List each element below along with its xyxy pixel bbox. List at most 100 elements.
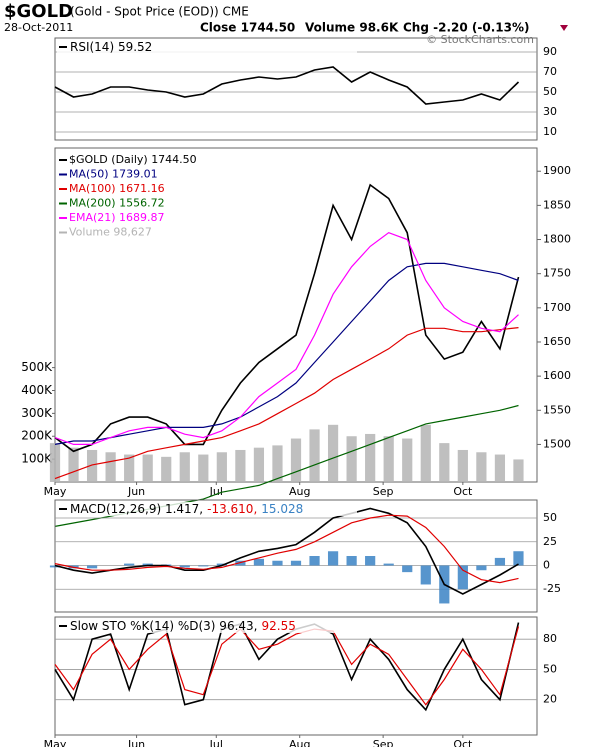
y-tick-label: 90 [543,45,557,58]
legend-entry: Slow STO %K(14) %D(3) 96.43, [70,619,257,633]
close: Close 1744.50 [200,21,295,35]
change: Chg -2.20 (-0.13%) [403,21,529,35]
instrument-name: (Gold - Spot Price (EOD)) CME [70,5,249,19]
bar [420,424,431,482]
bar [365,433,376,482]
down-arrow [560,25,568,31]
bar [198,454,209,482]
y-tick-label: 50 [543,511,557,524]
bar [179,565,190,568]
y2-tick-label: 100K [21,452,53,466]
x-tick-label: Sep [373,485,394,498]
y2-tick-label: 500K [21,360,53,374]
panel-frame [54,616,538,736]
bar [309,556,320,566]
bar [142,454,153,482]
bar [494,557,506,566]
bar [476,565,487,571]
bar [476,452,487,482]
x-tick-label: Jul [209,485,223,498]
y-tick-label: 10 [543,125,557,138]
bar [327,551,339,566]
bar [457,565,468,590]
series-line [54,622,520,712]
legend-entry: RSI(14) 59.52 [70,40,152,54]
y-tick-label: 70 [543,65,557,78]
legend-background [57,40,357,54]
series-line [54,183,520,453]
panel-frame [54,37,538,141]
y-tick-label: 25 [543,535,557,548]
series-line [54,507,519,595]
legend-entry: 15.028 [261,502,303,516]
bar [402,565,413,573]
y2-tick-label: 200K [21,429,53,443]
y-tick-label: -25 [543,582,561,595]
bar [272,445,283,482]
legend-entry: EMA(21) 1689.87 [69,211,165,224]
y2-tick-label: 400K [21,383,53,397]
bar [253,558,265,566]
bar [383,563,394,566]
bar [272,560,283,566]
bar [142,563,153,566]
series-line [54,514,519,584]
bar [420,565,431,585]
y-tick-label: 1700 [543,301,571,314]
y-tick-label: 1850 [543,198,571,211]
bar [124,563,135,566]
y-tick-label: 1900 [543,164,571,177]
legend-entry: 92.55 [261,619,295,633]
x-tick-label: May [44,738,67,747]
x-tick-label: Oct [453,738,473,747]
legend-entry: MA(100) 1671.16 [69,182,165,195]
x-tick-label: Jun [127,738,145,747]
bar [346,436,357,482]
bar [346,556,357,566]
bar [439,443,450,482]
legend-entry: MA(200) 1556.72 [69,197,165,210]
symbol: $GOLD [4,1,73,22]
legend-entry: -13.610, [207,502,257,516]
bar [198,565,209,567]
y-tick-label: 30 [543,105,557,118]
bar [124,454,135,482]
y2-tick-label: 300K [21,406,53,420]
bar [86,449,98,482]
y-tick-label: 1550 [543,403,571,416]
bar [290,438,302,482]
series-line [54,66,520,105]
bar [49,565,61,568]
panel-frame [54,499,538,613]
y-tick-label: 1800 [543,233,571,246]
x-tick-label: Sep [373,738,394,747]
legend-background [57,619,357,633]
bar [86,565,98,569]
bar [68,447,79,482]
bar [402,438,413,482]
bar [457,449,468,482]
series-line [54,232,519,445]
credit: © StockCharts.com [426,33,534,46]
x-tick-label: Aug [289,485,310,498]
legend-entry: $GOLD (Daily) 1744.50 [69,153,197,166]
date: 28-Oct-2011 [4,21,73,34]
y-tick-label: 50 [543,662,557,675]
y-tick-label: 0 [543,558,550,571]
bar [216,452,227,482]
bar [513,459,524,482]
bar [290,560,302,566]
bar [49,443,61,482]
legend: RSI(14) 59.52 [70,40,152,54]
y-tick-label: 80 [543,632,557,645]
legend-background [57,502,357,516]
bar [513,551,524,566]
bar [365,556,376,566]
x-tick-label: Jul [209,738,223,747]
legend-entry: Volume 98,627 [69,226,152,239]
legend-entry: MA(50) 1739.01 [69,168,158,181]
legend: Slow STO %K(14) %D(3) 96.43, 92.55 [70,619,296,633]
bar [327,424,339,482]
bar [179,452,190,482]
